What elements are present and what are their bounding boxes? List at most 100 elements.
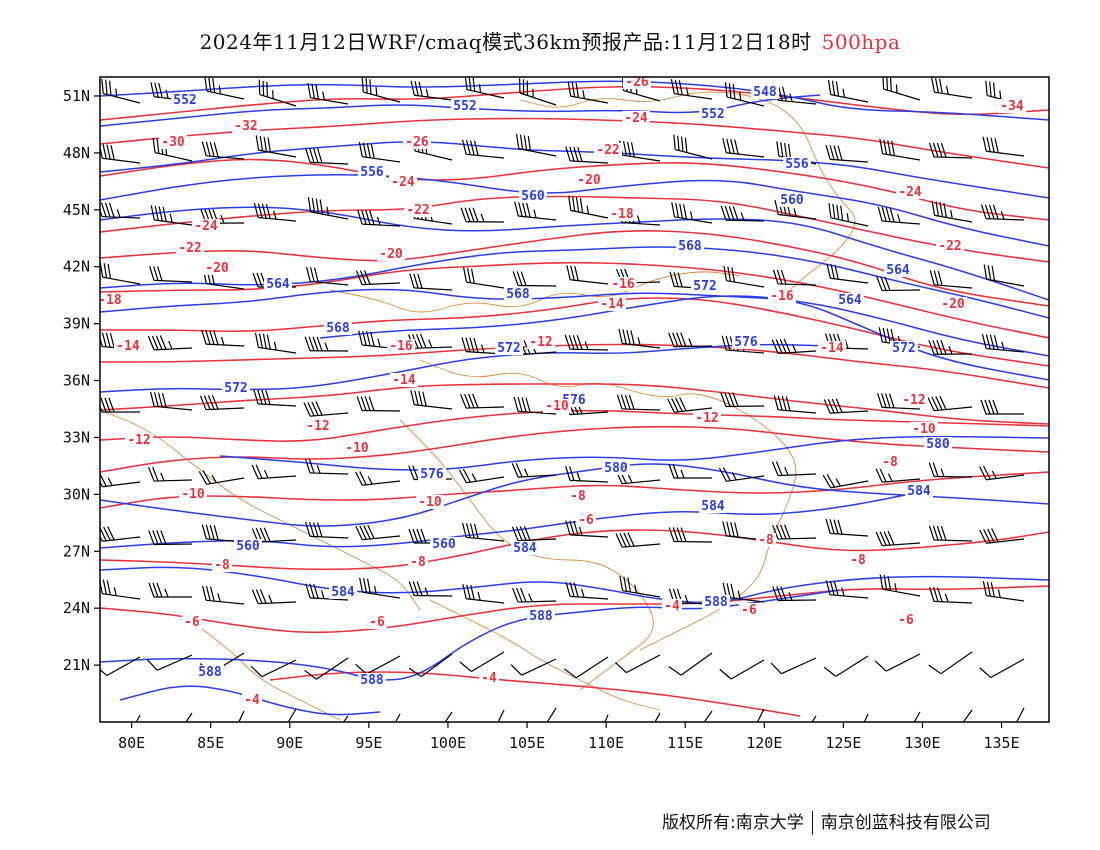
geopotential-height-contour bbox=[319, 295, 1049, 381]
height-contour-label: 584 bbox=[513, 541, 537, 556]
wind-barb bbox=[882, 77, 921, 101]
height-contour-label-bg bbox=[358, 165, 386, 179]
wind-barb bbox=[100, 143, 141, 164]
wind-barb bbox=[931, 200, 973, 223]
wind-barb bbox=[723, 265, 765, 288]
height-contour-label: 560 bbox=[780, 193, 804, 208]
temperature-contour-label-bg bbox=[179, 487, 207, 501]
wind-barb bbox=[668, 652, 713, 676]
temperature-contour-label: -8 bbox=[882, 455, 898, 470]
wind-barb bbox=[324, 715, 349, 722]
temperature-contour-label: -24 bbox=[898, 185, 922, 200]
temperature-isotherm bbox=[100, 383, 1049, 425]
lat-tick-label: 48N bbox=[63, 144, 90, 162]
height-contour-label-bg bbox=[778, 193, 806, 207]
wind-barb bbox=[361, 77, 401, 103]
province-border-line bbox=[100, 409, 421, 611]
temperature-isotherm bbox=[100, 85, 1049, 121]
temperature-contour-label: -22 bbox=[406, 203, 429, 218]
wind-barb bbox=[771, 338, 817, 354]
height-contour-label-bg bbox=[691, 279, 719, 293]
wind-barb bbox=[616, 394, 661, 411]
wind-barb bbox=[772, 586, 817, 602]
height-contour-label: 568 bbox=[326, 321, 350, 336]
lon-tick-label: 100E bbox=[430, 734, 466, 752]
wind-barb bbox=[100, 526, 141, 542]
wind-barb bbox=[100, 262, 141, 285]
height-contour-label: 564 bbox=[886, 263, 910, 278]
temperature-contour-label: -18 bbox=[610, 207, 634, 222]
temperature-contour-label-bg bbox=[756, 533, 776, 547]
height-contour-label: 584 bbox=[907, 484, 931, 499]
wind-barb bbox=[253, 389, 297, 407]
wind-barb bbox=[251, 464, 297, 480]
temperature-contour-label-bg bbox=[404, 203, 432, 217]
wind-barb bbox=[826, 263, 869, 284]
wind-barb bbox=[770, 657, 817, 675]
lon-tick-label: 105E bbox=[509, 734, 545, 752]
wind-barb bbox=[408, 653, 453, 678]
wind-barb bbox=[305, 522, 349, 539]
temperature-contour-label: -6 bbox=[369, 615, 385, 630]
height-contour-label: 552 bbox=[701, 107, 724, 122]
temperature-contour-label-bg bbox=[939, 297, 967, 311]
wind-barb bbox=[170, 712, 193, 722]
height-contour-label: 580 bbox=[926, 437, 950, 452]
temperature-contour-label: -12 bbox=[902, 393, 925, 408]
wind-barb bbox=[823, 655, 869, 677]
wind-barb bbox=[668, 463, 712, 479]
temperature-isotherm bbox=[100, 425, 1049, 473]
temperature-contour-label: -6 bbox=[741, 603, 757, 618]
wind-barb bbox=[458, 468, 505, 484]
temperature-contour-label-bg bbox=[343, 441, 371, 455]
wind-barb bbox=[720, 205, 765, 222]
lat-tick-label: 45N bbox=[63, 201, 90, 219]
wind-barb bbox=[251, 589, 297, 605]
axis-ticks: 80E 85E 90E 95E 100E 105E 110E 115E 120E 125E 130E… bbox=[63, 87, 1020, 752]
temperature-contour-label: -8 bbox=[758, 533, 774, 548]
wind-barb bbox=[1005, 707, 1025, 722]
wind-barb bbox=[567, 81, 609, 104]
height-contour-label-bg bbox=[602, 461, 630, 475]
temperature-contour-label: -12 bbox=[127, 433, 150, 448]
wind-barb bbox=[823, 398, 869, 414]
temperature-contour-label: -6 bbox=[184, 615, 200, 630]
wind-barb bbox=[511, 526, 557, 542]
temperature-contour-label: -22 bbox=[178, 241, 201, 256]
temperature-contour-label: -24 bbox=[391, 175, 415, 190]
height-contour-label: 556 bbox=[360, 165, 384, 180]
temperature-contour-label: -10 bbox=[418, 495, 442, 510]
wind-barb bbox=[304, 336, 349, 352]
temperature-contour-label: -24 bbox=[624, 111, 648, 126]
geopotential-height-contour bbox=[100, 206, 1049, 301]
height-contour-label-bg bbox=[264, 277, 292, 291]
height-contour-label: 564 bbox=[266, 277, 290, 292]
height-contour-label-bg bbox=[171, 93, 199, 107]
wind-barb bbox=[565, 146, 609, 164]
height-contour-label-bg bbox=[511, 541, 539, 555]
wind-barb bbox=[772, 524, 817, 540]
wind-barb bbox=[851, 713, 869, 722]
temperature-contour-label-bg bbox=[568, 489, 588, 503]
wind-barb bbox=[979, 658, 1025, 679]
wind-barb bbox=[459, 651, 505, 672]
temperature-contour-label-bg bbox=[575, 173, 603, 187]
temperature-contour-label-bg bbox=[594, 143, 622, 157]
geopotential-height-contour bbox=[219, 435, 1049, 471]
height-contour-label-bg bbox=[451, 99, 479, 113]
wind-barb bbox=[670, 79, 713, 100]
wind-barb bbox=[519, 78, 557, 106]
height-contour-label-bg bbox=[751, 85, 779, 99]
wind-barb bbox=[100, 397, 140, 413]
wind-barb bbox=[619, 140, 661, 162]
wind-barb bbox=[980, 204, 1025, 221]
wind-barb bbox=[461, 522, 505, 542]
temperature-contour-label-bg bbox=[768, 289, 796, 303]
wind-barb bbox=[673, 134, 713, 160]
wind-barb bbox=[486, 709, 505, 722]
wind-barb bbox=[463, 267, 505, 289]
height-contour-label: 584 bbox=[701, 499, 725, 514]
wind-barb bbox=[148, 466, 193, 482]
wind-barb bbox=[566, 265, 609, 285]
temperature-contour-label: -26 bbox=[405, 135, 429, 150]
